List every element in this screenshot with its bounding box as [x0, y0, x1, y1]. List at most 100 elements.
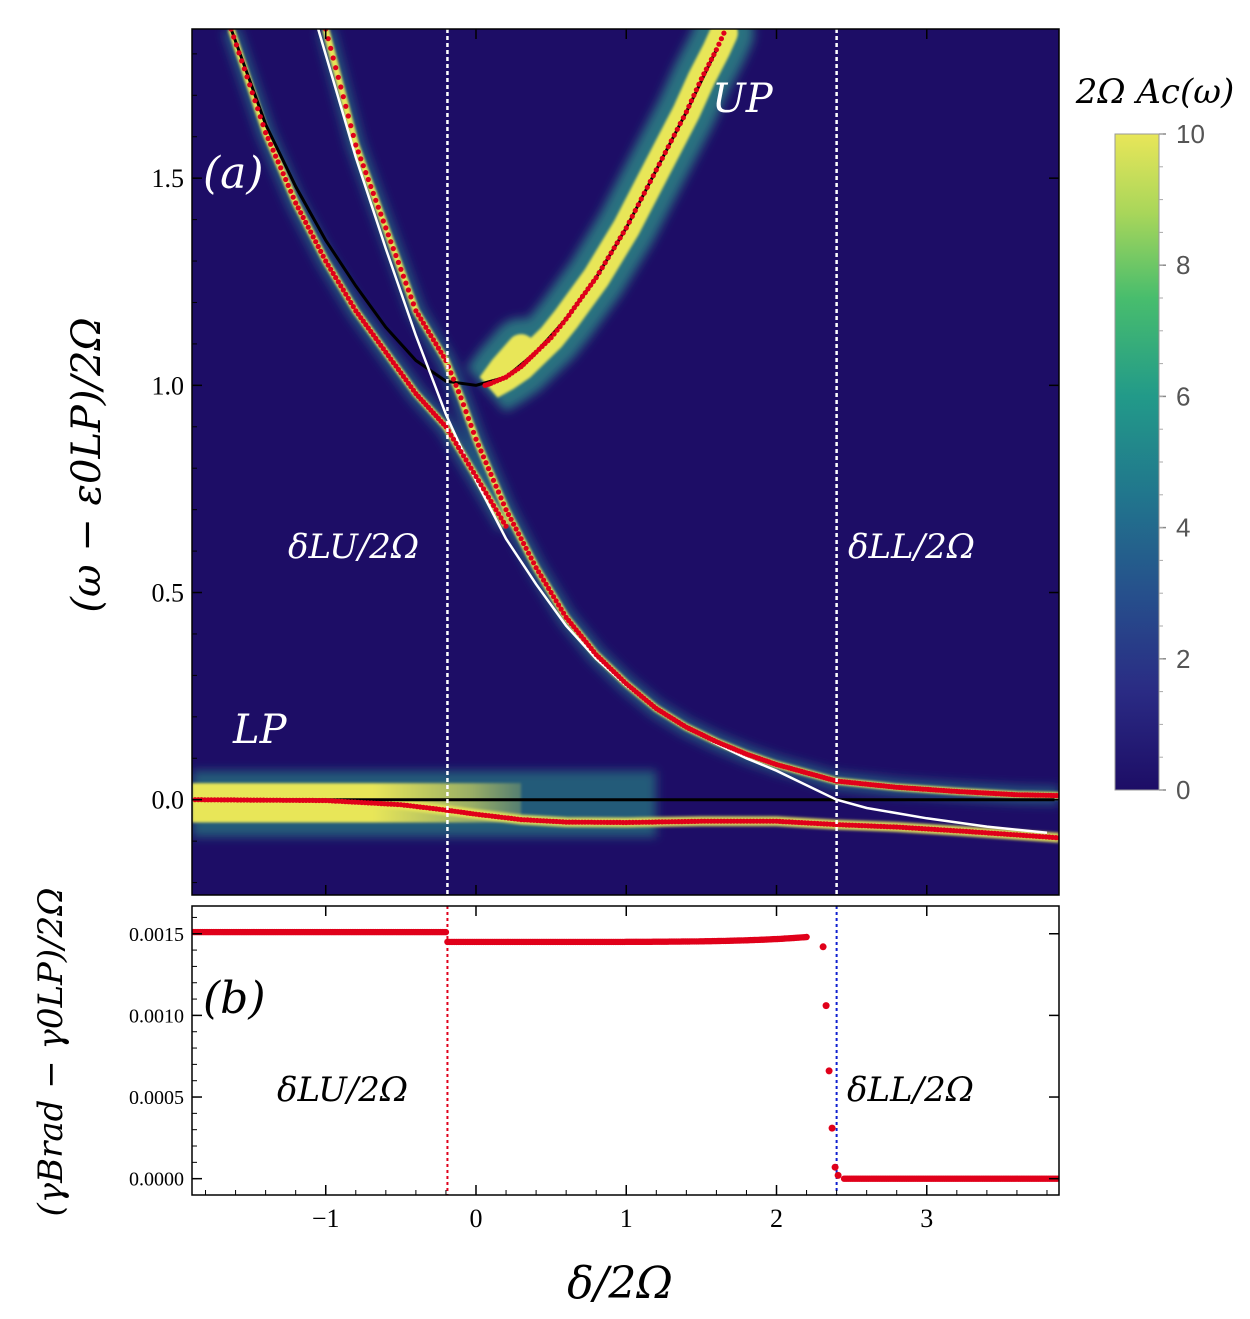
- red-point: [470, 429, 477, 435]
- red-point: [498, 515, 504, 521]
- red-point: [558, 606, 564, 612]
- red-point: [653, 167, 659, 173]
- red-point: [348, 123, 354, 129]
- red-point: [310, 234, 316, 240]
- red-point: [295, 205, 301, 211]
- red-point: [328, 45, 334, 51]
- red-point: [463, 409, 469, 415]
- red-point: [693, 87, 700, 93]
- red-point: [617, 235, 623, 241]
- red-point: [626, 219, 632, 225]
- red-point: [485, 466, 492, 472]
- red-point: [345, 295, 351, 301]
- red-point: [440, 353, 446, 359]
- colorbar-tick-label: 4: [1176, 513, 1190, 543]
- red-point: [278, 165, 284, 171]
- red-point: [288, 188, 294, 194]
- red-point: [536, 569, 542, 575]
- x-axis-label: δ/2Ω: [567, 1258, 673, 1309]
- red-point: [574, 301, 580, 307]
- red-point: [553, 598, 559, 604]
- red-point: [538, 573, 544, 579]
- transition-points: [819, 943, 842, 1179]
- red-point: [480, 486, 487, 492]
- red-point: [435, 345, 441, 351]
- red-point: [373, 197, 379, 203]
- red-point: [711, 52, 717, 58]
- marker-lu-label-b: δLU/2Ω: [277, 1070, 408, 1110]
- red-point: [647, 178, 653, 185]
- red-point: [475, 442, 482, 448]
- red-point: [703, 66, 710, 72]
- colorbar-tick-label: 0: [1176, 775, 1190, 805]
- plateau-right-plateau: [840, 1175, 1059, 1182]
- red-point: [599, 265, 605, 271]
- red-point: [579, 293, 586, 299]
- red-point: [463, 457, 469, 463]
- red-point: [483, 460, 489, 466]
- red-point: [343, 103, 349, 109]
- red-point: [400, 273, 406, 279]
- left-branch-points: [228, 29, 509, 529]
- red-point: [320, 253, 326, 259]
- lp-branch-points: [192, 797, 1059, 841]
- red-point: [328, 266, 334, 272]
- red-point: [485, 494, 492, 500]
- red-point: [265, 135, 271, 142]
- red-point: [638, 196, 644, 202]
- y-axis-label-b: (γBrad − γ0LP)/2Ω: [31, 888, 71, 1217]
- red-point: [478, 482, 484, 488]
- red-point: [252, 98, 258, 104]
- panel-a: 0.0 0.5 1.0 1.5 (a) UP LP δLU/2Ω δLL/2Ω (ω …: [64, 28, 1234, 896]
- red-point: [395, 259, 401, 265]
- red-point: [614, 240, 620, 246]
- red-point: [508, 516, 514, 522]
- red-point: [300, 214, 306, 221]
- red-point: [360, 163, 366, 169]
- red-point: [368, 183, 374, 190]
- marker-lu-label-a: δLU/2Ω: [288, 527, 419, 567]
- red-point: [513, 526, 519, 532]
- panel-b-frame: [191, 905, 1060, 1196]
- red-point: [370, 190, 376, 196]
- red-point: [233, 42, 239, 48]
- marker-ll-label-b: δLL/2Ω: [847, 1070, 974, 1110]
- rate-point: [825, 1067, 833, 1075]
- red-point: [495, 511, 502, 517]
- red-point: [468, 422, 474, 428]
- red-point: [543, 581, 549, 587]
- red-point: [285, 182, 291, 188]
- red-point: [383, 225, 389, 231]
- colorbar-tick-label: 10: [1176, 119, 1205, 149]
- red-point: [493, 483, 499, 489]
- red-point: [418, 316, 424, 322]
- red-point: [493, 507, 499, 513]
- red-point: [305, 224, 311, 230]
- red-point: [325, 36, 331, 42]
- red-point: [283, 176, 289, 183]
- red-point: [668, 138, 674, 144]
- red-point: [335, 279, 341, 285]
- red-point: [468, 465, 474, 471]
- red-point: [430, 337, 436, 343]
- red-point: [353, 142, 359, 148]
- red-point: [343, 291, 349, 297]
- red-point: [635, 202, 641, 208]
- red-point: [548, 335, 554, 341]
- red-point: [721, 30, 727, 36]
- y-tick-label-b: 0.0010: [129, 1005, 184, 1027]
- red-point: [348, 299, 354, 306]
- up-branch-points: [482, 30, 727, 388]
- red-point: [510, 521, 517, 527]
- red-point: [380, 218, 386, 224]
- red-point: [340, 287, 346, 293]
- red-point: [239, 58, 245, 64]
- rate-point: [442, 928, 450, 936]
- red-point: [483, 490, 489, 496]
- red-point: [410, 301, 416, 307]
- rate-point: [828, 1124, 836, 1132]
- red-point: [345, 113, 351, 119]
- red-point: [465, 415, 472, 422]
- red-point: [701, 71, 707, 77]
